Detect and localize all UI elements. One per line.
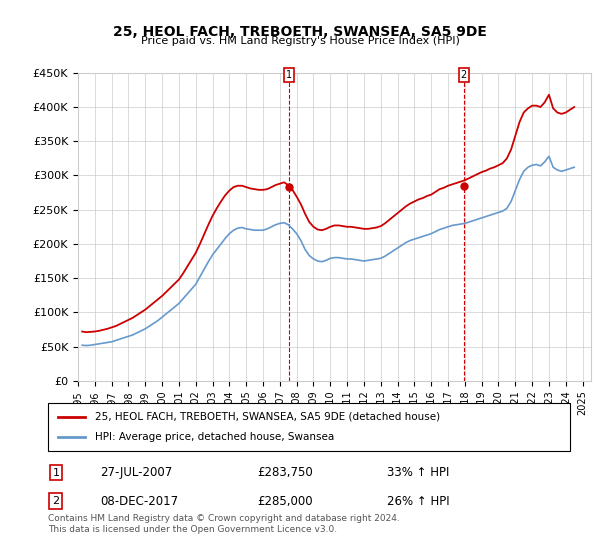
Text: 08-DEC-2017: 08-DEC-2017: [100, 494, 178, 507]
Text: Contains HM Land Registry data © Crown copyright and database right 2024.
This d: Contains HM Land Registry data © Crown c…: [48, 514, 400, 534]
Text: £283,750: £283,750: [257, 466, 313, 479]
Text: 33% ↑ HPI: 33% ↑ HPI: [388, 466, 449, 479]
Text: 1: 1: [52, 468, 59, 478]
Text: 25, HEOL FACH, TREBOETH, SWANSEA, SA5 9DE (detached house): 25, HEOL FACH, TREBOETH, SWANSEA, SA5 9D…: [95, 412, 440, 422]
FancyBboxPatch shape: [48, 403, 570, 451]
Text: 26% ↑ HPI: 26% ↑ HPI: [388, 494, 450, 507]
Text: £285,000: £285,000: [257, 494, 313, 507]
Text: 2: 2: [52, 496, 59, 506]
Text: HPI: Average price, detached house, Swansea: HPI: Average price, detached house, Swan…: [95, 432, 334, 442]
Text: 1: 1: [286, 69, 292, 80]
Text: 27-JUL-2007: 27-JUL-2007: [100, 466, 172, 479]
Text: 25, HEOL FACH, TREBOETH, SWANSEA, SA5 9DE: 25, HEOL FACH, TREBOETH, SWANSEA, SA5 9D…: [113, 25, 487, 39]
Text: Price paid vs. HM Land Registry's House Price Index (HPI): Price paid vs. HM Land Registry's House …: [140, 36, 460, 46]
Text: 2: 2: [461, 69, 467, 80]
